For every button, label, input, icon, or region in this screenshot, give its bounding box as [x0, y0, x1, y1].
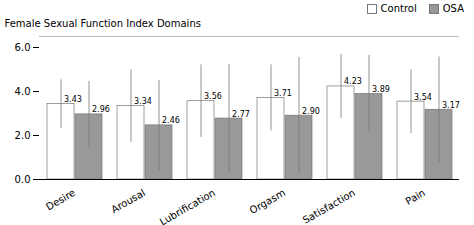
svg-text:3.43: 3.43	[64, 95, 82, 104]
svg-text:4.23: 4.23	[344, 77, 362, 86]
svg-text:0.0: 0.0	[15, 174, 31, 185]
svg-text:3.71: 3.71	[274, 89, 292, 98]
svg-text:2.96: 2.96	[92, 105, 110, 114]
svg-text:Satisfaction: Satisfaction	[301, 187, 357, 225]
svg-text:3.54: 3.54	[414, 93, 432, 102]
html-text:OSA: OSA	[442, 2, 464, 14]
svg-text:2.46: 2.46	[162, 116, 180, 125]
svg-text:3.56: 3.56	[204, 92, 222, 101]
svg-text:Desire: Desire	[44, 187, 77, 212]
svg-text:3.17: 3.17	[442, 101, 460, 110]
svg-text:3.89: 3.89	[372, 85, 390, 94]
svg-text:Orgasm: Orgasm	[248, 187, 287, 216]
svg-text:Female Sexual Function Index D: Female Sexual Function Index Domains	[5, 18, 201, 29]
svg-text:Arousal: Arousal	[109, 187, 147, 215]
svg-text:2.0: 2.0	[15, 130, 31, 141]
svg-text:Pain: Pain	[404, 187, 428, 207]
html-text:Control: Control	[380, 2, 417, 14]
svg-text:2.77: 2.77	[232, 110, 250, 119]
svg-text:2.90: 2.90	[302, 107, 320, 116]
svg-text:3.34: 3.34	[134, 97, 152, 106]
svg-text:Lubrification: Lubrification	[158, 187, 217, 225]
svg-text:6.0: 6.0	[15, 42, 31, 53]
svg-text:4.0: 4.0	[15, 86, 31, 97]
